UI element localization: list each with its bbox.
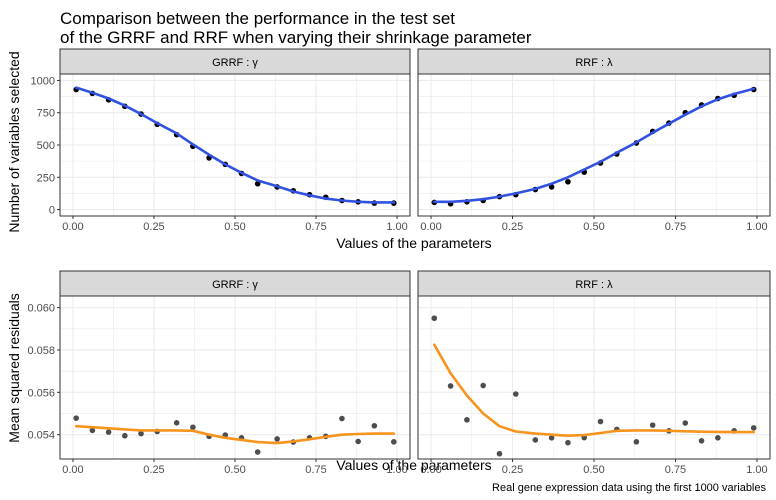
- x-tick-label: 0.25: [143, 221, 164, 233]
- x-tick-label: 0.50: [583, 221, 604, 233]
- data-point: [750, 425, 757, 431]
- x-tick-label: 0.25: [502, 464, 523, 476]
- x-tick-label: 0.25: [502, 221, 523, 233]
- data-point: [254, 180, 261, 187]
- y-tick-label: 1000: [31, 75, 55, 87]
- data-point: [339, 415, 345, 422]
- facet-strip-label: GRRF : γ: [212, 279, 258, 291]
- data-point: [480, 382, 486, 389]
- facet-strip-label: RRF : λ: [575, 57, 613, 69]
- data-point: [138, 430, 144, 437]
- data-point: [274, 436, 280, 442]
- data-point: [390, 439, 397, 445]
- x-tick-label: 0.75: [305, 464, 326, 476]
- y-tick-label: 0: [49, 205, 55, 217]
- data-point: [512, 391, 519, 397]
- data-point: [548, 435, 555, 441]
- data-point: [464, 417, 470, 423]
- x-tick-label: 0.50: [224, 464, 245, 476]
- x-tick-label: 0.00: [62, 221, 83, 233]
- x-tick-label: 1.00: [386, 464, 407, 476]
- smooth-line: [433, 87, 755, 204]
- data-point: [73, 415, 80, 421]
- facet-panel-0: GRRF : γ 0.00 0.25 0.50 0.75 1.00 0 250 500 750 10…: [31, 48, 411, 233]
- x-tick-label: 0.50: [224, 221, 245, 233]
- facet-panel-1: RRF : λ 0.00 0.25 0.50 0.75 1.00: [417, 48, 771, 233]
- x-tick-label: 0.75: [665, 221, 686, 233]
- data-point: [190, 424, 196, 431]
- x-tick-label: 0.75: [305, 221, 326, 233]
- facet-panel-3: RRF : λ 0.00 0.25 0.50 0.75 1.00: [417, 270, 771, 476]
- data-point: [532, 437, 539, 443]
- data-point: [649, 422, 656, 428]
- data-point: [447, 383, 454, 389]
- data-point: [548, 184, 555, 190]
- x-axis-title-bottom: Values of the parameters: [336, 457, 491, 473]
- y-tick-label: 0.060: [27, 303, 55, 315]
- x-tick-label: 0.00: [420, 221, 441, 233]
- data-point: [565, 178, 571, 185]
- smooth-line: [74, 424, 396, 445]
- chart-title-line-2: of the GRRF and RRF when varying their s…: [60, 28, 532, 47]
- x-axis-title-top: Values of the parameters: [336, 235, 491, 251]
- data-point: [496, 450, 503, 457]
- y-axis-title-top: Number of variables selected: [6, 51, 22, 232]
- y-tick-label: 0.054: [27, 430, 55, 442]
- facet-strip-label: GRRF : γ: [212, 57, 258, 69]
- data-point: [173, 420, 180, 426]
- data-point: [698, 437, 705, 444]
- data-point: [431, 315, 438, 322]
- data-point: [597, 418, 604, 425]
- data-point: [355, 438, 361, 445]
- chart-title-line-1: Comparison between the performance in th…: [60, 9, 455, 28]
- x-tick-label: 0.00: [62, 464, 83, 476]
- x-tick-label: 1.00: [746, 464, 767, 476]
- data-point: [254, 449, 261, 455]
- data-point: [371, 422, 378, 429]
- y-tick-label: 500: [37, 140, 55, 152]
- facet-strip: [59, 270, 411, 297]
- y-tick-label: 0.056: [27, 387, 55, 399]
- data-point: [715, 435, 721, 441]
- data-point: [682, 420, 689, 426]
- x-tick-label: 0.50: [583, 464, 604, 476]
- facet-panel-2: GRRF : γ 0.00 0.25 0.50 0.75 1.00 0.054 0.056 0.…: [27, 270, 411, 476]
- x-tick-label: 0.25: [143, 464, 164, 476]
- facet-panels: GRRF : γ 0.00 0.25 0.50 0.75 1.00 0 250 500 750 10…: [27, 48, 771, 476]
- y-tick-label: 750: [37, 108, 55, 120]
- x-tick-label: 0.75: [665, 464, 686, 476]
- data-point: [122, 432, 128, 439]
- chart-caption: Real gene expression data using the firs…: [492, 482, 766, 494]
- x-tick-label: 1.00: [746, 221, 767, 233]
- x-tick-label: 1.00: [386, 221, 407, 233]
- smooth-line: [74, 86, 396, 204]
- data-point: [565, 439, 571, 446]
- smooth-line: [433, 343, 755, 437]
- data-point: [89, 427, 96, 434]
- data-point: [633, 439, 640, 445]
- facet-strip-label: RRF : λ: [575, 279, 613, 291]
- y-axis-title-bottom: Mean squared residuals: [6, 293, 22, 442]
- y-tick-label: 0.058: [27, 345, 55, 357]
- data-point: [105, 429, 112, 435]
- x-tick-label: 0.00: [420, 464, 441, 476]
- facet-strip: [59, 48, 411, 75]
- y-tick-label: 250: [37, 172, 55, 184]
